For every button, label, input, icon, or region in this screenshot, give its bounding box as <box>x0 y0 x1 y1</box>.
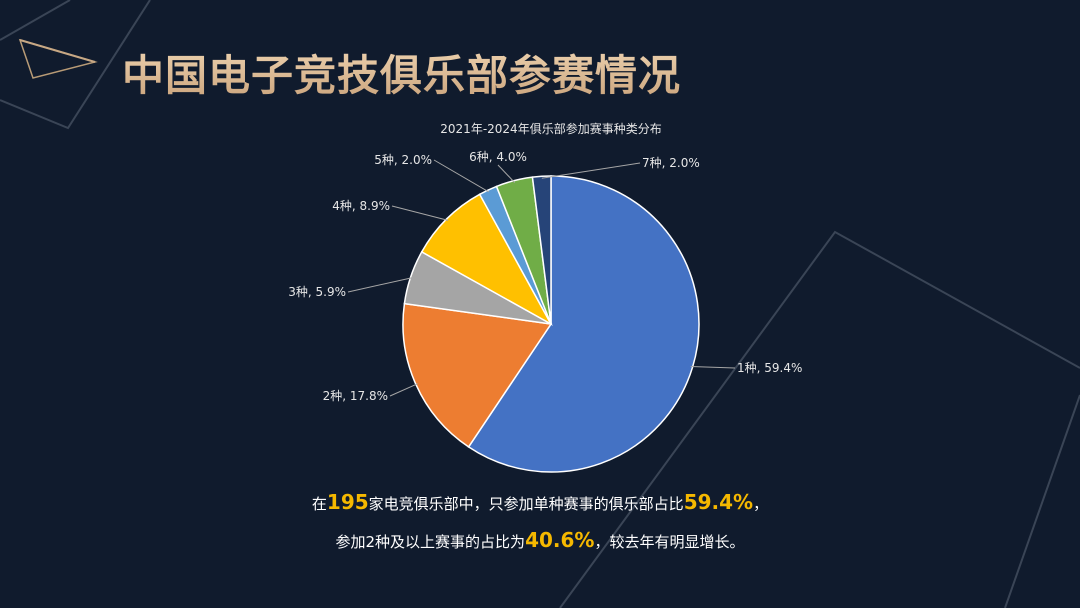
summary-line-2: 参加2种及以上赛事的占比为40.6%，较去年有明显增长。 <box>0 528 1080 552</box>
summary-text: ， <box>753 495 769 513</box>
slice-label-2: 2种, 17.8% <box>323 389 388 403</box>
page-title: 中国电子竞技俱乐部参赛情况 <box>122 42 681 103</box>
bg-line-right <box>559 230 1080 608</box>
bg-line-right-2 <box>1004 394 1080 608</box>
summary-text: 参加2种及以上赛事的占比为 <box>335 533 526 551</box>
leader-line-6 <box>497 164 516 183</box>
gold-triangle-line <box>19 39 96 63</box>
slice-label-4: 4种, 8.9% <box>332 199 390 213</box>
bg-line-topleft-2 <box>0 0 151 130</box>
pie-slice-4 <box>420 193 553 326</box>
summary-line-1: 在195家电竞俱乐部中，只参加单种赛事的俱乐部占比59.4%， <box>0 490 1080 514</box>
summary-text: ，较去年有明显增长。 <box>594 533 745 551</box>
slice-label-6: 6种, 4.0% <box>469 150 527 164</box>
slice-label-1: 1种, 59.4% <box>737 361 802 375</box>
slice-label-5: 5种, 2.0% <box>374 153 432 167</box>
leader-line-4 <box>391 205 449 221</box>
leader-line-2 <box>389 383 418 397</box>
highlight-single-percent: 59.4% <box>683 490 754 514</box>
summary-text: 家电竞俱乐部中，只参加单种赛事的俱乐部占比 <box>368 495 684 513</box>
slice-label-7: 7种, 2.0% <box>642 156 700 170</box>
pie-slice-7 <box>531 175 552 325</box>
bg-line-topleft <box>0 0 71 41</box>
leader-line-5 <box>433 159 490 193</box>
leader-line-3 <box>347 277 413 293</box>
leader-line-1 <box>690 366 736 369</box>
highlight-club-count: 195 <box>326 490 369 514</box>
leader-line-7 <box>541 162 641 179</box>
slice-label-3: 3种, 5.9% <box>288 285 346 299</box>
chart-title: 2021年-2024年俱乐部参加赛事种类分布 <box>440 121 661 136</box>
highlight-multi-percent: 40.6% <box>525 528 595 552</box>
summary-text: 在 <box>311 495 327 513</box>
